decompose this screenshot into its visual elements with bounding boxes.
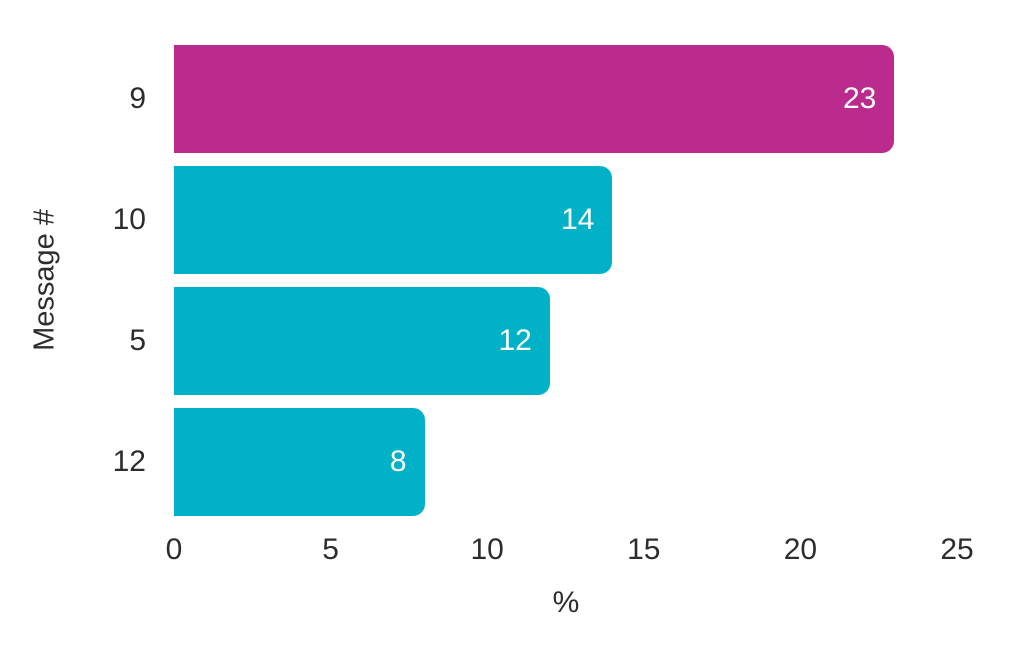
bar: 14: [174, 166, 613, 274]
x-tick-label: 20: [783, 533, 818, 566]
bar-row: 9 23: [129, 45, 957, 153]
category-label: 12: [112, 445, 146, 478]
x-tick-label: 25: [940, 533, 974, 566]
bar-value-label: 8: [389, 445, 407, 478]
category-label: 10: [112, 203, 146, 236]
category-label: 5: [129, 324, 146, 357]
category-label: 9: [129, 82, 146, 115]
x-axis-title: %: [552, 586, 580, 619]
bar-value-label: 12: [498, 324, 532, 357]
x-tick-label: 15: [627, 533, 661, 566]
x-tick-label: 0: [165, 533, 183, 566]
bar: 12: [174, 287, 550, 395]
bar-row: 10 14: [113, 166, 957, 274]
bar-value-label: 14: [561, 203, 595, 236]
plot-area: 9 23 10 14 5 12 12 8: [113, 45, 957, 529]
bar-value-label: 23: [842, 82, 877, 115]
x-tick-label: 5: [322, 533, 339, 566]
bar: 23: [174, 45, 895, 153]
x-tick-label: 10: [470, 533, 504, 566]
bar-row: 12 8: [113, 408, 957, 516]
bar-row: 5 12: [129, 287, 957, 395]
x-axis: 0 5 10 15 20 25: [166, 533, 974, 571]
bar: 8: [174, 408, 425, 516]
